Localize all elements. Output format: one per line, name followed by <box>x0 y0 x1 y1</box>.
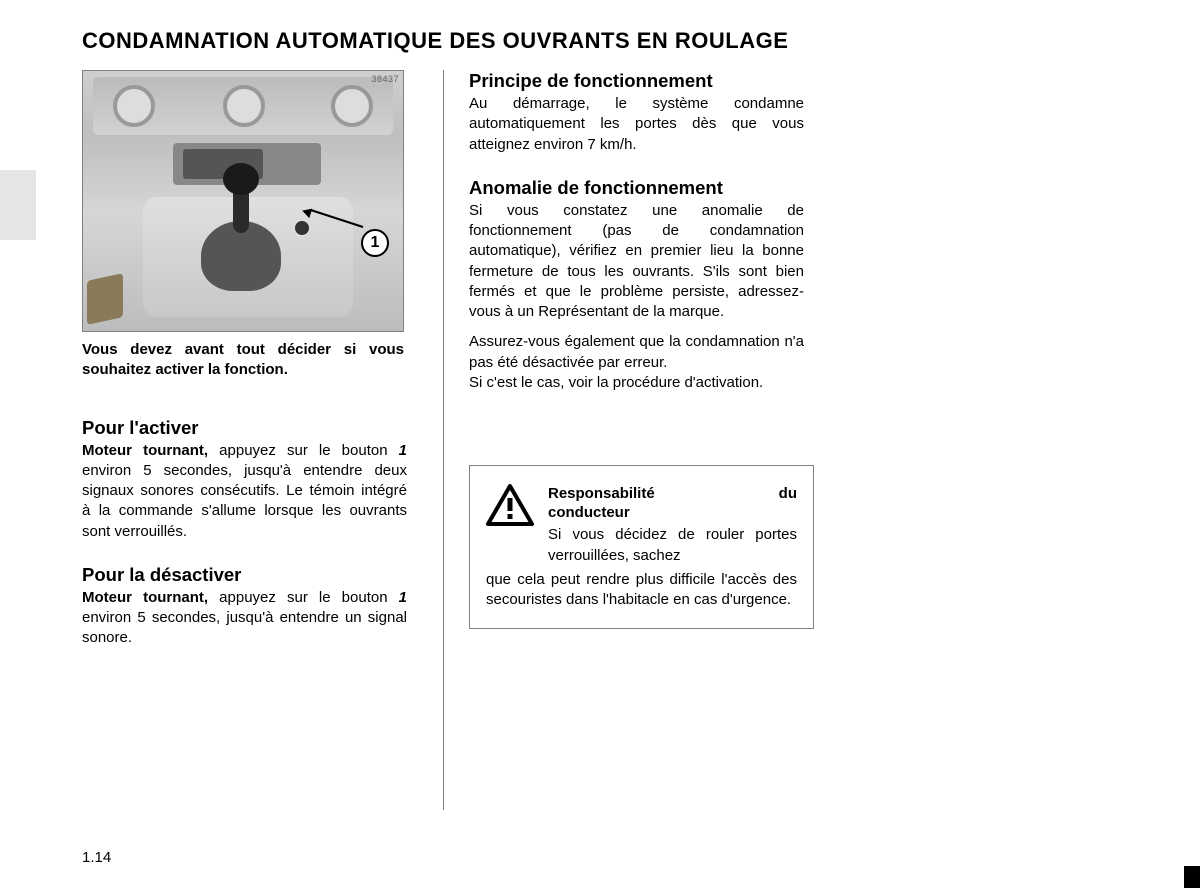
page-number: 1.14 <box>82 849 111 866</box>
climate-dial <box>223 85 265 127</box>
activate-heading: Pour l'activer <box>82 417 407 439</box>
warning-header: Responsabilité du conducteur Si vous déc… <box>486 484 797 566</box>
anomaly-p1: Si vous constatez une anomalie de foncti… <box>469 201 804 323</box>
lock-button-1 <box>293 219 311 237</box>
column-divider <box>443 70 444 810</box>
warning-box: Responsabilité du conducteur Si vous déc… <box>469 465 814 629</box>
climate-dial <box>331 85 373 127</box>
principle-text: Au démarrage, le système condamne automa… <box>469 94 804 155</box>
warning-body-lead: Si vous décidez de rouler portes verroui… <box>548 525 797 566</box>
warning-title-b: du <box>779 485 797 502</box>
callout-circle: 1 <box>361 229 389 257</box>
dashboard-photo: 38437 1 <box>82 70 404 332</box>
activate-t1: appuyez sur le bouton <box>208 442 399 459</box>
deactivate-ref: 1 <box>399 589 407 606</box>
warning-title-a: Responsabilité <box>548 485 655 502</box>
content-columns: 38437 1 Vous devez avant tout décider si… <box>60 70 1140 810</box>
anomaly-p3: Si c'est le cas, voir la procédure d'act… <box>469 373 804 393</box>
principle-heading: Principe de fonctionnement <box>469 70 804 92</box>
activate-text: Moteur tournant, appuyez sur le bouton 1… <box>82 441 407 542</box>
gear-knob <box>223 163 259 195</box>
photo-ref-number: 38437 <box>371 74 399 84</box>
activate-lead: Moteur tournant, <box>82 442 208 459</box>
anomaly-heading: Anomalie de fonctionnement <box>469 177 804 199</box>
warning-body-rest: que cela peut rendre plus difficile l'ac… <box>486 570 797 611</box>
deactivate-heading: Pour la désactiver <box>82 564 407 586</box>
deactivate-text: Moteur tournant, appuyez sur le bouton 1… <box>82 588 407 649</box>
manual-page: CONDAMNATION AUTOMATIQUE DES OUVRANTS EN… <box>0 0 1200 888</box>
deactivate-lead: Moteur tournant, <box>82 589 208 606</box>
side-tab <box>0 170 36 240</box>
warning-triangle-icon <box>486 484 534 528</box>
right-column: Principe de fonctionnement Au démarrage,… <box>459 70 804 810</box>
pedal <box>87 273 123 325</box>
activate-ref: 1 <box>399 442 407 459</box>
deactivate-t1: appuyez sur le bouton <box>208 589 399 606</box>
corner-crop-mark <box>1184 866 1200 888</box>
warning-title-line2: conducteur <box>548 504 797 521</box>
climate-dial <box>113 85 155 127</box>
deactivate-t2: environ 5 secondes, jusqu'à entendre un … <box>82 609 407 646</box>
warning-title-line1: Responsabilité du <box>548 484 797 504</box>
left-column: 38437 1 Vous devez avant tout décider si… <box>82 70 427 810</box>
column-divider-wrap <box>427 70 459 810</box>
page-title: CONDAMNATION AUTOMATIQUE DES OUVRANTS EN… <box>60 28 1140 54</box>
activate-t2: environ 5 secondes, jusqu'à entendre deu… <box>82 462 407 540</box>
anomaly-p2: Assurez-vous également que la condamnati… <box>469 332 804 373</box>
warning-title-block: Responsabilité du conducteur Si vous déc… <box>548 484 797 566</box>
photo-caption: Vous devez avant tout décider si vous so… <box>82 340 404 381</box>
callout-label: 1 <box>371 234 380 252</box>
